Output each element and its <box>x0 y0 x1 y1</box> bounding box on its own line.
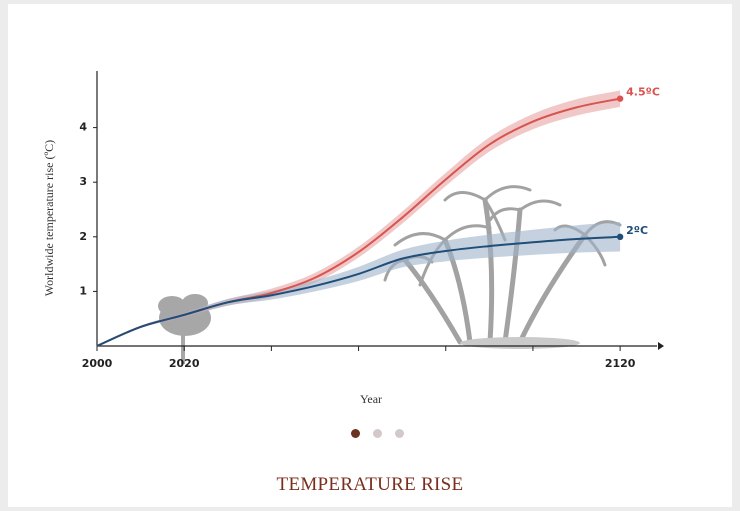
palm-illustration <box>385 187 620 349</box>
page: {"chart_data": {"type": "line", "y_label… <box>0 0 740 511</box>
end-point <box>617 234 623 240</box>
x-tick-label: 2120 <box>605 357 636 370</box>
end-point <box>617 95 623 101</box>
pager-dot-active[interactable] <box>351 429 360 438</box>
x-axis-title: Year <box>360 392 382 406</box>
y-tick-label: 3 <box>79 175 87 188</box>
x-tick-label: 2000 <box>82 357 113 370</box>
pager-dot[interactable] <box>395 429 404 438</box>
y-tick-label: 1 <box>79 284 87 297</box>
y-tick-label: 4 <box>79 121 87 134</box>
bush-illustration <box>158 294 211 364</box>
y-axis-title: Worldwide temperature rise (ºC) <box>42 140 56 296</box>
series-label: 2ºC <box>626 224 648 237</box>
y-tick-label: 2 <box>79 230 87 243</box>
series-label: 4.5ºC <box>626 86 660 99</box>
chart: Worldwide temperature rise (ºC) Year 1 2 3… <box>0 0 740 511</box>
pager-dot[interactable] <box>373 429 382 438</box>
caption: TEMPERATURE RISE <box>0 474 740 496</box>
x-axis-arrow <box>658 342 664 350</box>
x-tick-label: 2020 <box>169 357 200 370</box>
